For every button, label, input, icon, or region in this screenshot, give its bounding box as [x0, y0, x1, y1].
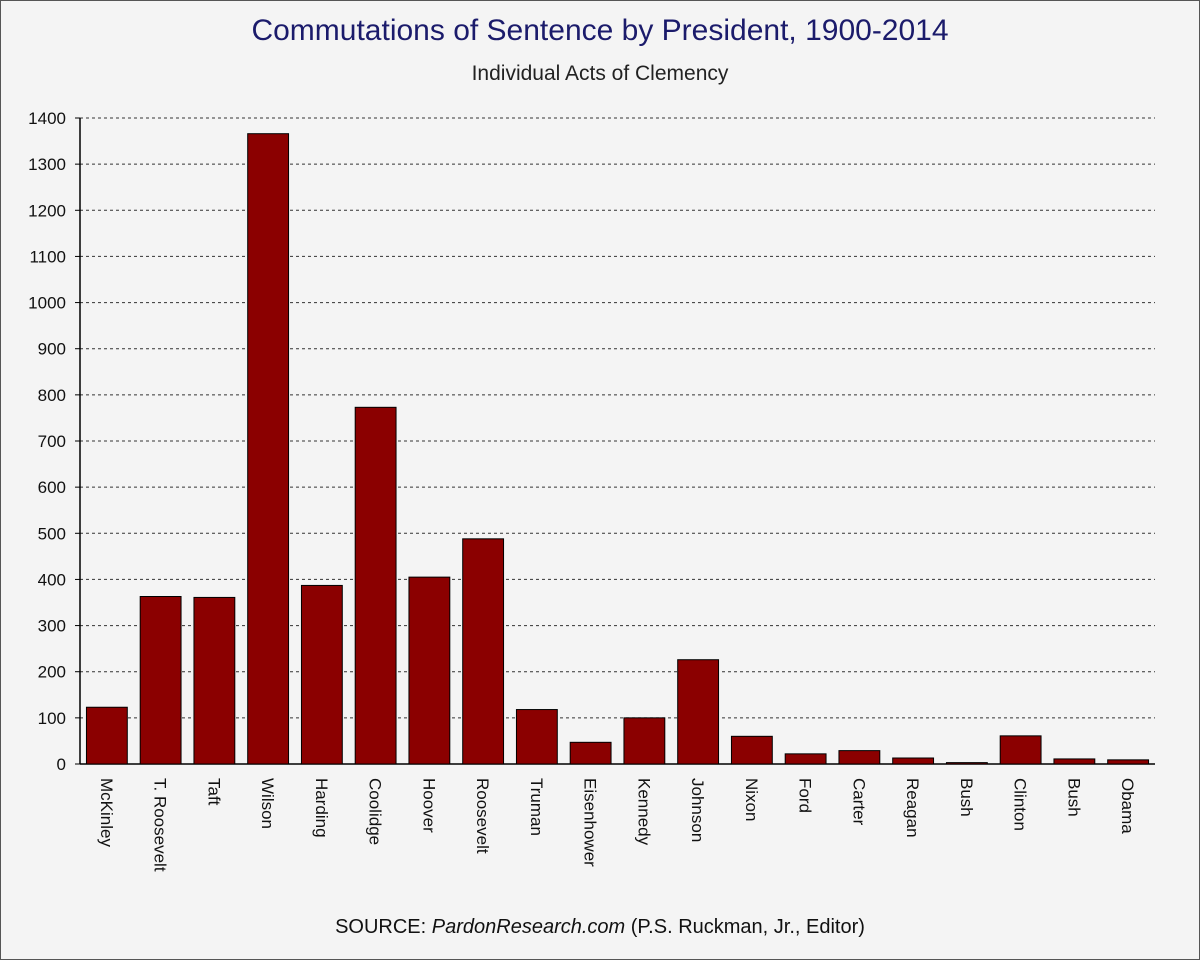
chart-title: Commutations of Sentence by President, 1… [251, 14, 949, 47]
y-tick-label: 700 [38, 432, 66, 451]
x-category-label: Wilson [258, 778, 277, 829]
x-category-label: Roosevelt [473, 778, 492, 854]
bar [1053, 758, 1096, 765]
x-category-label: Bush [957, 778, 976, 817]
bar [838, 750, 881, 765]
source-prefix: SOURCE: [335, 916, 432, 938]
x-category-label: Nixon [742, 778, 761, 821]
y-tick-label: 900 [38, 340, 66, 359]
x-category-label: Reagan [903, 778, 922, 838]
bar [677, 659, 720, 765]
y-tick-label: 1100 [29, 247, 66, 266]
y-tick-label: 300 [38, 617, 66, 636]
source-suffix: (P.S. Ruckman, Jr., Editor) [625, 916, 865, 938]
y-tick-label: 200 [38, 663, 66, 682]
x-category-label: Harding [312, 778, 331, 838]
bar [193, 596, 236, 765]
x-category-label: Truman [527, 778, 546, 836]
x-category-label: Eisenhower [581, 778, 600, 867]
y-tick-label: 800 [38, 386, 66, 405]
y-tick-label: 1200 [28, 201, 66, 220]
bar [892, 757, 935, 765]
bar [623, 717, 666, 765]
y-tick-label: 1000 [28, 294, 66, 313]
bar [462, 538, 505, 765]
y-tick-label: 0 [57, 755, 66, 774]
bar [569, 741, 612, 765]
y-tick-label: 500 [38, 524, 66, 543]
y-tick-label: 100 [38, 709, 66, 728]
y-tick-label: 400 [38, 570, 66, 589]
bar [945, 762, 988, 765]
bar [999, 735, 1042, 765]
bar [1107, 759, 1150, 765]
source-note: SOURCE: PardonResearch.com (P.S. Ruckman… [0, 916, 1200, 939]
bar [247, 133, 290, 765]
x-category-label: Hoover [419, 778, 438, 833]
y-tick-label: 1300 [28, 155, 66, 174]
bar [784, 753, 827, 765]
bar [408, 576, 451, 765]
bar [730, 735, 773, 765]
bar [515, 709, 558, 765]
y-tick-label: 1400 [28, 109, 66, 128]
x-category-label: Carter [849, 778, 868, 826]
x-category-label: Taft [204, 778, 223, 806]
x-category-label: Coolidge [366, 778, 385, 845]
chart-subtitle: Individual Acts of Clemency [471, 62, 729, 85]
y-tick-label: 600 [38, 478, 66, 497]
x-category-label: Ford [796, 778, 815, 813]
x-category-label: Clinton [1011, 778, 1030, 831]
x-category-label: Kennedy [634, 778, 653, 846]
x-category-label: Obama [1118, 778, 1137, 834]
bar [354, 406, 397, 765]
x-category-label: T. Roosevelt [151, 778, 170, 872]
source-site: PardonResearch.com [431, 916, 626, 938]
x-category-label: McKinley [97, 778, 116, 847]
x-category-label: Johnson [688, 778, 707, 842]
bar [85, 706, 128, 765]
x-category-label: Bush [1064, 778, 1083, 817]
bar [139, 596, 182, 765]
bar [300, 584, 343, 765]
